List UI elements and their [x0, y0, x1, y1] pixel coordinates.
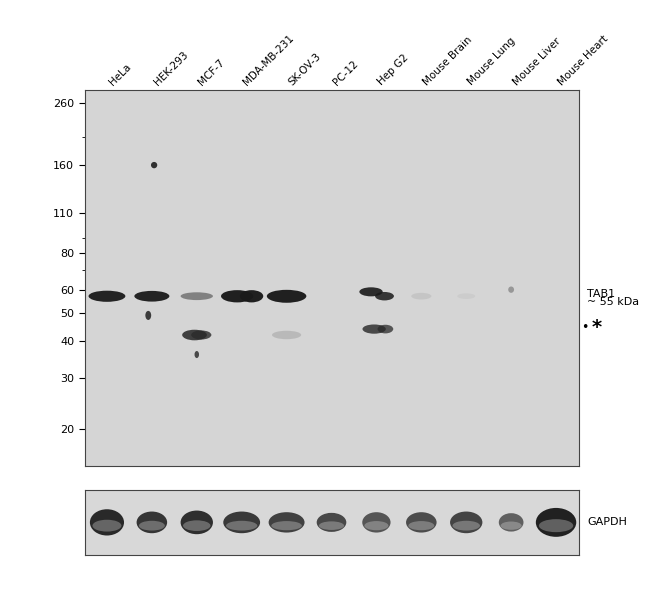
Ellipse shape [359, 287, 383, 296]
Ellipse shape [363, 325, 386, 334]
Ellipse shape [500, 522, 522, 530]
Ellipse shape [406, 512, 437, 533]
Text: Mouse Lung: Mouse Lung [466, 36, 517, 87]
Ellipse shape [450, 512, 482, 533]
Text: •: • [580, 321, 588, 334]
Ellipse shape [191, 331, 211, 340]
Ellipse shape [362, 512, 391, 533]
Ellipse shape [272, 331, 301, 339]
Ellipse shape [508, 287, 514, 293]
Text: Mouse Liver: Mouse Liver [511, 36, 562, 87]
Ellipse shape [271, 521, 302, 530]
Ellipse shape [267, 290, 306, 303]
Text: HeLa: HeLa [107, 61, 133, 87]
Ellipse shape [151, 162, 157, 168]
Text: SK-OV-3: SK-OV-3 [287, 51, 323, 87]
Text: GAPDH: GAPDH [588, 518, 627, 527]
Ellipse shape [182, 330, 207, 340]
Ellipse shape [226, 521, 257, 531]
Ellipse shape [452, 521, 480, 531]
Ellipse shape [194, 351, 199, 358]
Ellipse shape [411, 293, 432, 300]
Ellipse shape [539, 519, 573, 532]
Ellipse shape [183, 521, 211, 531]
Ellipse shape [457, 293, 475, 299]
Text: ~ 55 kDa: ~ 55 kDa [588, 297, 640, 307]
Ellipse shape [146, 311, 151, 320]
Text: Mouse Heart: Mouse Heart [556, 33, 610, 87]
Ellipse shape [221, 290, 254, 303]
Ellipse shape [499, 513, 523, 531]
Ellipse shape [139, 521, 165, 531]
Ellipse shape [536, 508, 577, 537]
Ellipse shape [223, 512, 260, 533]
Text: MDA-MB-231: MDA-MB-231 [242, 33, 296, 87]
Ellipse shape [375, 292, 394, 300]
Ellipse shape [319, 521, 344, 530]
Text: HEK-293: HEK-293 [152, 50, 190, 87]
Text: Hep G2: Hep G2 [376, 53, 411, 87]
Ellipse shape [88, 291, 125, 302]
Ellipse shape [136, 512, 167, 533]
Ellipse shape [268, 512, 305, 533]
Ellipse shape [90, 509, 124, 536]
Ellipse shape [365, 521, 389, 530]
Ellipse shape [408, 521, 434, 530]
Ellipse shape [378, 325, 393, 333]
Ellipse shape [181, 510, 213, 534]
Ellipse shape [181, 293, 213, 300]
Text: TAB1: TAB1 [588, 289, 616, 299]
Text: PC-12: PC-12 [332, 59, 360, 87]
Ellipse shape [135, 291, 170, 301]
Text: Mouse Brain: Mouse Brain [421, 35, 474, 87]
Ellipse shape [92, 520, 122, 531]
Ellipse shape [240, 290, 263, 303]
Text: MCF-7: MCF-7 [197, 57, 227, 87]
Text: *: * [592, 318, 602, 337]
Ellipse shape [317, 513, 346, 532]
